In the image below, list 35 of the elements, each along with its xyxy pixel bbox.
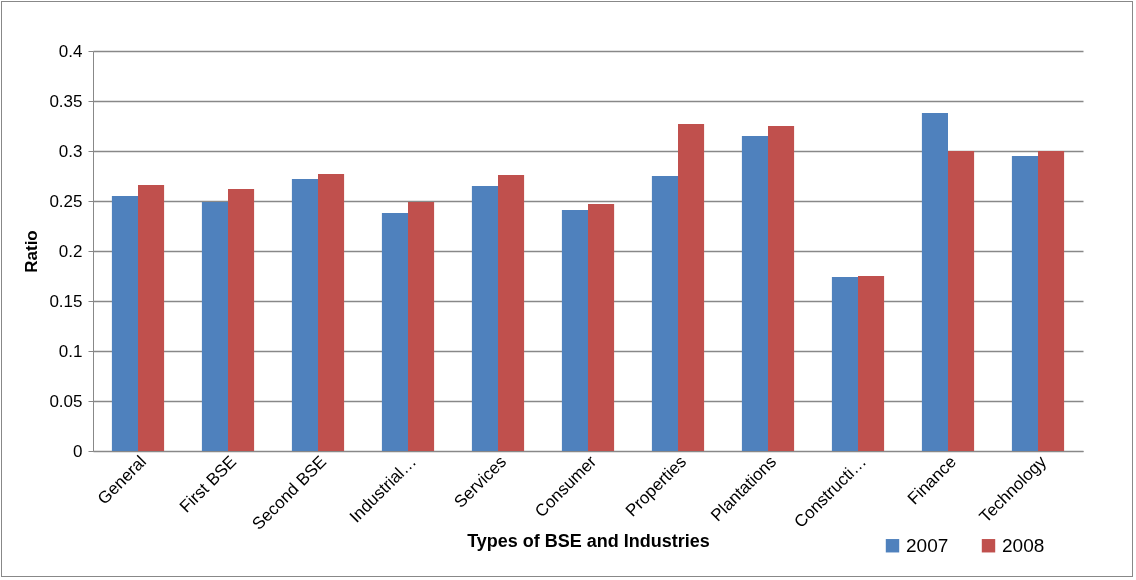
y-tick-label: 0.35	[49, 91, 83, 111]
bar	[948, 151, 975, 451]
x-axis-title: Types of BSE and Industries	[467, 530, 710, 551]
bar	[138, 185, 165, 451]
y-tick-label: 0.15	[49, 291, 83, 311]
bar	[858, 276, 885, 451]
bar	[1038, 151, 1065, 451]
bar	[678, 124, 705, 451]
legend-label: 2008	[1002, 534, 1045, 556]
y-axis-title: Ratio	[22, 230, 42, 273]
bar	[228, 189, 255, 451]
y-tick-label: 0.1	[58, 341, 83, 361]
y-tick-label: 0.25	[49, 191, 83, 211]
bar	[408, 202, 435, 451]
bar	[111, 196, 138, 451]
bar	[561, 210, 588, 451]
bar	[831, 277, 858, 451]
bar	[291, 179, 318, 451]
bar	[921, 113, 948, 451]
y-tick-label: 0.3	[58, 141, 83, 161]
bar	[381, 213, 408, 451]
y-tick-label: 0.4	[58, 41, 83, 61]
legend-label: 2007	[906, 534, 949, 556]
bar	[768, 126, 795, 451]
y-tick-label: 0.2	[58, 241, 83, 261]
bar	[471, 186, 498, 451]
bar	[588, 204, 615, 451]
bar	[741, 136, 768, 451]
y-tick-label: 0	[73, 441, 83, 461]
y-tick-label: 0.05	[49, 391, 83, 411]
bar	[201, 202, 228, 451]
bar	[1011, 156, 1038, 451]
bar	[651, 176, 678, 451]
bar	[318, 174, 345, 451]
bar	[498, 175, 525, 451]
